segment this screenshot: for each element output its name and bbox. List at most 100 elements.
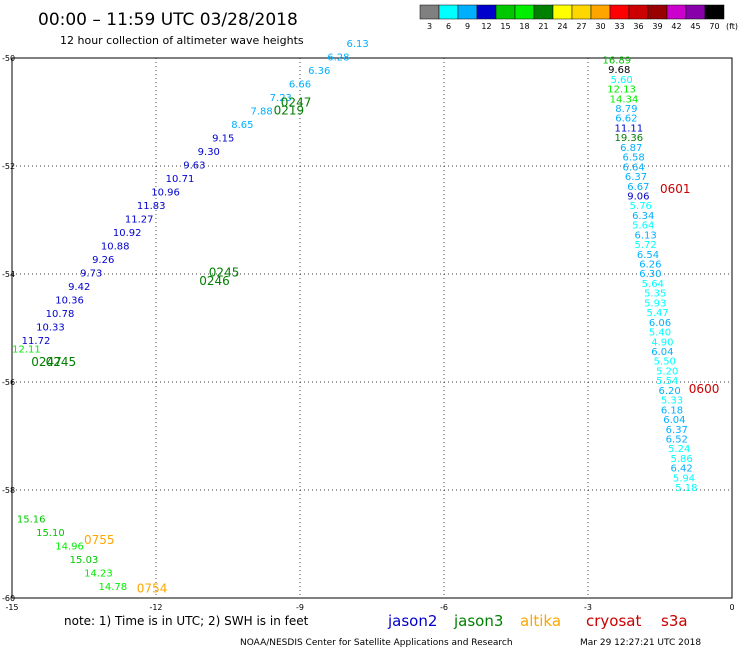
swh-label-right-track: 6.52 xyxy=(666,434,688,445)
pass-time-label: 0245 xyxy=(46,355,77,369)
swh-label-diagonal-track: 6.28 xyxy=(327,53,349,64)
swh-label-right-track: 5.93 xyxy=(644,298,666,309)
swh-label-right-track: 6.67 xyxy=(627,182,649,193)
swh-label-right-track: 9.68 xyxy=(608,65,630,76)
colorbar-label: 70 xyxy=(709,22,719,31)
pass-time-label: 0754 xyxy=(137,582,168,596)
swh-label-right-track: 11.11 xyxy=(614,123,643,134)
swh-label-bottom-track: 14.96 xyxy=(55,541,84,552)
chart-subtitle: 12 hour collection of altimeter wave hei… xyxy=(60,34,304,47)
pass-time-label: 0219 xyxy=(274,104,305,118)
swh-label-right-track: 5.76 xyxy=(630,201,652,212)
pass-time-label: 0755 xyxy=(84,533,115,547)
colorbar-swatch xyxy=(628,4,649,20)
colorbar-label: 30 xyxy=(595,22,605,31)
swh-label-right-track: 5.47 xyxy=(646,308,668,319)
x-tick-label: 0 xyxy=(729,603,734,612)
swh-label-right-track: 6.87 xyxy=(620,143,642,154)
swh-label-diagonal-track: 10.71 xyxy=(166,174,195,185)
swh-label-right-track: 6.30 xyxy=(639,269,661,280)
colorbar-label: 18 xyxy=(519,22,529,31)
colorbar-label: 24 xyxy=(557,22,567,31)
y-tick-label: -56 xyxy=(2,378,15,387)
swh-label-diagonal-track: 6.36 xyxy=(308,66,330,77)
grid xyxy=(12,58,732,598)
swh-label-diagonal-track: 10.78 xyxy=(46,309,75,320)
swh-label-right-track: 6.20 xyxy=(658,386,680,397)
swh-label-right-track: 6.18 xyxy=(661,405,683,416)
swh-label-diagonal-track: 10.92 xyxy=(113,228,142,239)
legend-jason3: jason3 xyxy=(453,612,503,630)
swh-label-right-track: 16.89 xyxy=(602,55,631,66)
x-tick-label: -3 xyxy=(584,603,592,612)
note-text: note: 1) Time is in UTC; 2) SWH is in fe… xyxy=(64,614,309,628)
swh-label-right-track: 5.64 xyxy=(642,279,664,290)
swh-label-right-track: 5.20 xyxy=(656,366,678,377)
tick-labels: -15 -12 -9 -6 -3 0 -50 -52 -54 -56 -58 -60 xyxy=(2,54,735,612)
swh-label-diagonal-track: 11.27 xyxy=(125,215,154,226)
swh-label-diagonal-track: 7.88 xyxy=(250,107,272,118)
swh-label-diagonal-track: 11.83 xyxy=(137,201,166,212)
swh-label-diagonal-track: 10.36 xyxy=(55,296,84,307)
swh-label-right-track: 6.62 xyxy=(615,114,637,125)
swh-label-right-track: 5.24 xyxy=(668,444,690,455)
colorbar-label: 6 xyxy=(446,22,451,31)
swh-label-right-track: 5.94 xyxy=(673,473,695,484)
swh-label-right-track: 5.33 xyxy=(661,396,683,407)
swh-label-right-track: 14.34 xyxy=(610,94,639,105)
swh-label-bottom-track: 15.16 xyxy=(17,514,46,525)
y-tick-label: -58 xyxy=(2,486,15,495)
swh-label-right-track: 6.37 xyxy=(666,425,688,436)
swh-label-right-track: 5.86 xyxy=(670,454,692,465)
observation-labels: 16.899.685.6012.1314.348.796.6211.1119.3… xyxy=(12,39,697,593)
legend-altika: altika xyxy=(520,612,561,630)
swh-label-right-track: 6.37 xyxy=(625,172,647,183)
swh-label-diagonal-track: 9.63 xyxy=(183,161,205,172)
colorbar-label: 12 xyxy=(481,22,491,31)
swh-label-right-track: 12.13 xyxy=(607,85,636,96)
y-tick-label: -52 xyxy=(2,162,15,171)
colorbar-unit: (ft) xyxy=(726,22,738,31)
colorbar-swatch xyxy=(514,4,535,20)
pass-time-label: 0247 xyxy=(281,96,312,110)
swh-label-diagonal-track: 9.15 xyxy=(212,134,234,145)
swh-label-right-track: 19.36 xyxy=(614,133,643,144)
colorbar-label: 9 xyxy=(465,22,470,31)
swh-label-right-track: 4.90 xyxy=(651,337,673,348)
swh-label-right-track: 6.34 xyxy=(632,211,654,222)
pass-time-label: 0600 xyxy=(689,382,720,396)
colorbar-swatch xyxy=(666,4,687,20)
colorbar-label: 42 xyxy=(671,22,681,31)
swh-label-right-track: 5.50 xyxy=(654,357,676,368)
x-tick-label: -12 xyxy=(149,603,162,612)
swh-label-right-track: 5.18 xyxy=(675,483,697,494)
legend-jason2: jason2 xyxy=(387,612,437,630)
colorbar-swatch xyxy=(476,4,497,20)
swh-label-diagonal-track: 8.65 xyxy=(231,120,253,131)
pass-time-label: 0245 xyxy=(209,266,240,280)
colorbar-label: 45 xyxy=(690,22,700,31)
swh-label-diagonal-track: 6.66 xyxy=(289,80,311,91)
swh-label-right-track: 5.64 xyxy=(632,221,654,232)
timestamp-text: Mar 29 12:27:21 UTC 2018 xyxy=(580,638,701,648)
swh-label-right-track: 5.35 xyxy=(644,289,666,300)
colorbar-label: 33 xyxy=(614,22,624,31)
legend-s3a: s3a xyxy=(661,612,688,630)
y-tick-label: -60 xyxy=(2,594,15,603)
swh-label-diagonal-track: 9.30 xyxy=(198,147,220,158)
swh-label-diagonal-track: 12.11 xyxy=(12,344,41,355)
swh-label-diagonal-track: 9.26 xyxy=(92,255,114,266)
swh-label-right-track: 6.13 xyxy=(634,230,656,241)
colorbar-swatch xyxy=(571,4,592,20)
swh-label-diagonal-track: 9.42 xyxy=(68,282,90,293)
swh-label-diagonal-track: 10.88 xyxy=(101,242,130,253)
swh-label-bottom-track: 15.10 xyxy=(36,528,65,539)
colorbar-label: 39 xyxy=(652,22,662,31)
colorbar-label: 36 xyxy=(633,22,643,31)
x-tick-label: -9 xyxy=(296,603,304,612)
y-tick-label: -54 xyxy=(2,270,15,279)
colorbar-swatch xyxy=(647,4,668,20)
colorbar-swatch xyxy=(685,4,706,20)
colorbar-swatch xyxy=(495,4,516,20)
